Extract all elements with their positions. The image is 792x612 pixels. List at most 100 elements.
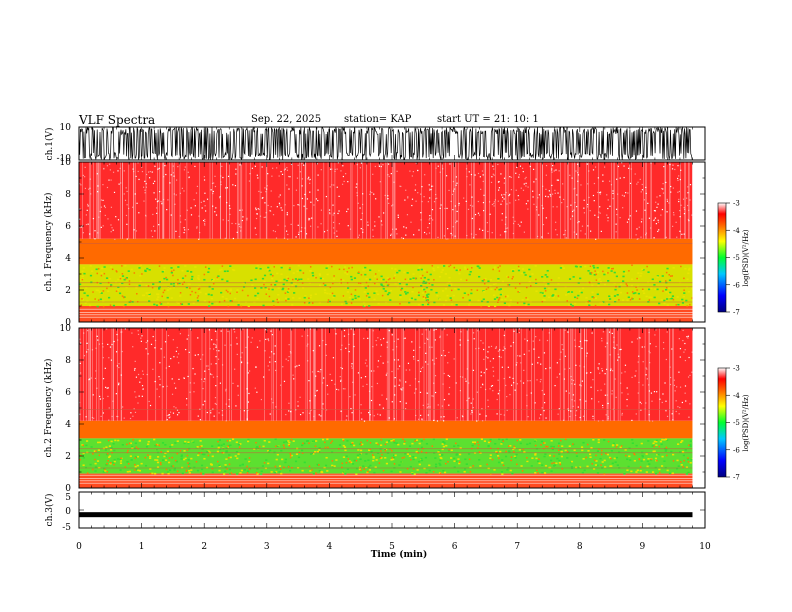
spec-blotch <box>217 440 219 443</box>
spec-blotch <box>199 291 202 294</box>
spec-blotch <box>482 298 485 301</box>
spec-speckle <box>202 387 204 390</box>
spec-speckle <box>677 191 679 193</box>
spec-blotch <box>658 280 662 283</box>
spec-speckle <box>525 203 527 205</box>
spec-blotch <box>626 292 629 294</box>
spec-speckle <box>197 354 199 356</box>
spec-speckle <box>309 182 311 184</box>
spec-speckle <box>441 405 444 407</box>
spec-speckle <box>250 341 252 343</box>
spec-speckle <box>287 359 289 362</box>
spec-blotch <box>507 276 510 278</box>
spec-speckle <box>578 221 580 223</box>
spec-speckle <box>537 362 539 364</box>
spec-blotch <box>342 471 345 473</box>
spec-blotch <box>521 450 524 452</box>
spec-speckle <box>563 378 565 380</box>
spec-blotch <box>351 442 354 445</box>
spec-blotch <box>287 298 290 300</box>
spec-speckle <box>495 346 497 348</box>
spec-blotch <box>493 266 496 269</box>
spec-speckle <box>606 194 608 196</box>
spec-speckle <box>357 236 359 238</box>
spec-blotch <box>132 439 134 441</box>
spec-speckle <box>184 219 186 221</box>
spec-speckle <box>299 171 302 173</box>
spec-blotch <box>439 472 442 475</box>
spec-speckle <box>197 337 199 339</box>
spec-speckle <box>340 380 342 382</box>
spec-speckle <box>539 381 541 383</box>
spec-speckle <box>688 356 690 359</box>
spec-speckle <box>520 221 522 223</box>
spec-blotch <box>225 450 228 452</box>
spec-speckle <box>676 386 678 388</box>
spec-speckle <box>320 223 322 225</box>
spec-blotch <box>166 450 169 453</box>
spec-speckle <box>492 390 494 392</box>
spec-speckle <box>517 195 519 197</box>
spec-blotch <box>487 445 490 448</box>
spec-blotch <box>227 305 230 308</box>
spec-speckle <box>560 351 562 353</box>
spec-speckle <box>670 191 672 193</box>
spec-blotch <box>102 290 105 292</box>
spec-speckle <box>175 407 177 409</box>
spec-speckle <box>187 171 189 173</box>
spec-blotch <box>121 275 125 277</box>
spec-speckle <box>337 162 340 164</box>
spec-speckle <box>222 176 224 179</box>
spec-speckle <box>310 225 312 227</box>
spec-blotch <box>417 269 420 271</box>
spec-blotch <box>247 438 250 441</box>
spec-blotch <box>454 287 457 290</box>
spec-blotch <box>95 450 97 452</box>
spec-speckle <box>387 361 389 363</box>
spec-speckle <box>541 236 543 238</box>
spec-blotch <box>466 268 469 271</box>
spec-speckle <box>620 382 622 384</box>
spec-speckle <box>373 415 375 417</box>
spec-speckle <box>142 186 145 188</box>
spec-blotch <box>359 466 362 469</box>
spec-speckle <box>491 176 493 178</box>
spec-speckle <box>149 177 151 179</box>
spec-speckle <box>516 166 518 168</box>
ch1-trace-line <box>78 126 693 161</box>
spec-speckle <box>279 204 281 206</box>
spec-speckle <box>161 203 163 205</box>
spec-blotch <box>450 289 453 292</box>
spec-blotch <box>369 464 372 467</box>
spec-blotch <box>631 297 633 300</box>
spec-blotch <box>543 299 546 301</box>
spec-blotch <box>222 443 225 445</box>
spec-blotch <box>628 447 631 449</box>
spec-blotch <box>303 461 306 464</box>
spec-blotch <box>447 461 449 463</box>
spec-blotch <box>579 290 582 293</box>
y-tick-label: 8 <box>65 356 71 366</box>
spec-speckle <box>267 338 269 340</box>
spec-speckle <box>599 212 601 214</box>
spec-speckle <box>106 165 109 167</box>
spec-speckle <box>378 216 380 218</box>
spec-blotch <box>360 469 362 472</box>
spec-blotch <box>149 455 152 458</box>
spec-blotch <box>321 277 325 280</box>
spec-blotch <box>543 281 546 284</box>
spec-speckle <box>240 360 243 363</box>
spec-blotch <box>653 284 656 286</box>
spec-speckle <box>144 192 146 194</box>
spec-blotch <box>79 458 81 461</box>
spec-speckle <box>216 339 218 341</box>
spec-blotch <box>94 458 96 461</box>
spec-blotch <box>188 471 191 474</box>
spec-blotch <box>499 265 501 267</box>
spec-speckle <box>423 196 425 198</box>
spec-blotch <box>333 275 335 277</box>
spec-blotch <box>217 444 220 446</box>
spec-speckle <box>338 389 340 391</box>
spec-blotch <box>267 462 270 465</box>
spec-blotch <box>194 291 197 294</box>
